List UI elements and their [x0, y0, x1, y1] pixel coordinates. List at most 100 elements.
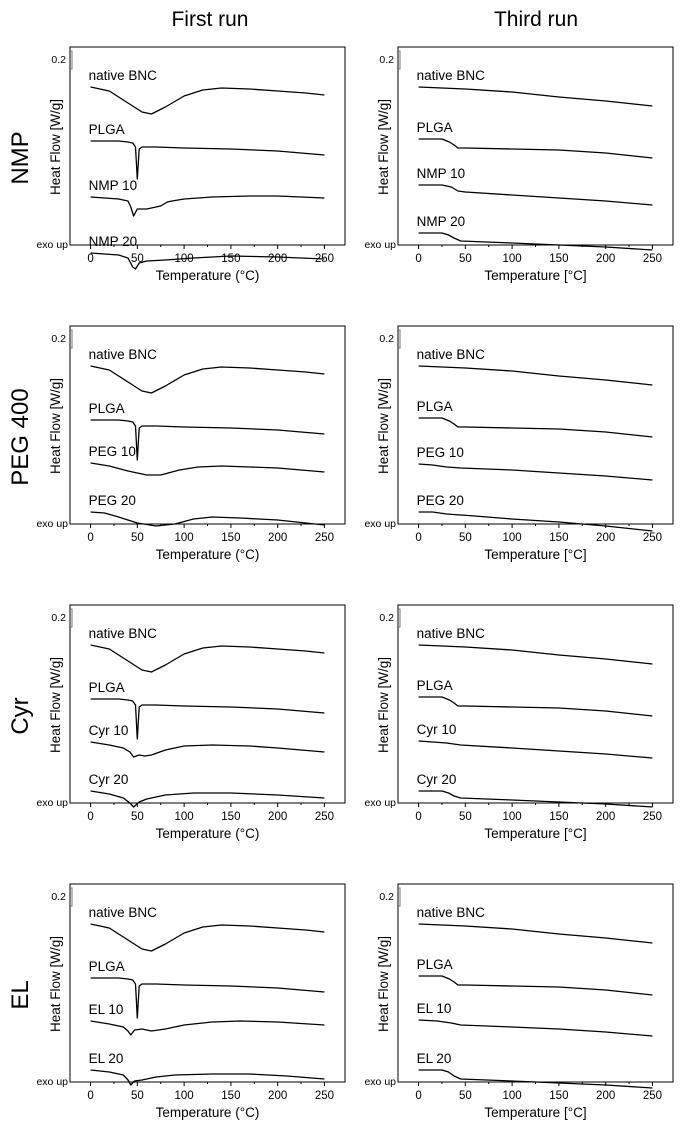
- x-tick-label: 200: [268, 1090, 287, 1102]
- x-tick-label: 200: [596, 811, 615, 823]
- row-label-cyr: Cyr: [7, 697, 34, 734]
- x-tick-label: 100: [503, 532, 522, 544]
- curve-plga: [90, 977, 325, 1019]
- curve-label-cyr-10: Cyr 10: [417, 722, 457, 737]
- scale-bar-label: 0.2: [51, 891, 66, 903]
- x-tick-label: 150: [549, 811, 568, 823]
- x-tick-label: 50: [459, 1090, 472, 1102]
- scale-bar: [397, 608, 401, 628]
- curve-label-plga: PLGA: [89, 680, 125, 695]
- curve-native-bnc: [90, 365, 325, 394]
- curve-native-bnc: [418, 86, 653, 107]
- scale-bar: [397, 50, 401, 70]
- exo-up-label: exo up: [364, 797, 396, 809]
- y-axis-title: Heat Flow [W/g]: [376, 99, 391, 195]
- curve-el-20: [90, 1069, 325, 1086]
- curve-label-native-bnc: native BNC: [89, 347, 158, 362]
- scale-bar: [69, 329, 73, 349]
- x-tick-label: 150: [549, 253, 568, 265]
- exo-up-label: exo up: [36, 518, 68, 530]
- exo-up-label: exo up: [364, 518, 396, 530]
- panel-cyr-first-run: 0 50 100 150 200 250 Temperature (°C) Heat Flow…: [36, 604, 346, 841]
- x-tick-label: 250: [315, 811, 334, 823]
- curve-label-nmp-10: NMP 10: [417, 166, 466, 181]
- exo-up-label: exo up: [36, 1076, 68, 1088]
- curve-native-bnc: [418, 644, 653, 665]
- x-tick-label: 200: [596, 1090, 615, 1102]
- column-title-first-run: First run: [171, 8, 248, 31]
- x-tick-label: 100: [175, 1090, 194, 1102]
- x-tick-label: 100: [503, 1090, 522, 1102]
- curve-el-10: [90, 1020, 325, 1036]
- x-axis-title: Temperature (°C): [156, 547, 260, 562]
- x-tick-label: 250: [643, 253, 662, 265]
- x-axis-title: Temperature [°C]: [484, 268, 586, 283]
- panel-peg-400-first-run: 0 50 100 150 200 250 Temperature (°C) Heat Flow…: [36, 325, 346, 562]
- x-tick-label: 50: [131, 811, 144, 823]
- x-tick-label: 200: [268, 532, 287, 544]
- x-tick-label: 200: [268, 811, 287, 823]
- x-tick-label: 150: [221, 253, 240, 265]
- x-tick-label: 250: [643, 811, 662, 823]
- x-tick-label: 50: [131, 1090, 144, 1102]
- scale-bar-label: 0.2: [51, 54, 66, 66]
- curve-label-nmp-20: NMP 20: [417, 214, 466, 229]
- scale-bar-label: 0.2: [379, 891, 394, 903]
- panel-el-third-run: 0 50 100 150 200 250 Temperature [°C] Heat Flow…: [364, 883, 674, 1120]
- curve-peg-10: [90, 462, 325, 476]
- curve-cyr-10: [418, 740, 653, 759]
- x-tick-label: 0: [87, 1090, 93, 1102]
- panels: 0 50 100 150 200 250 Temperature (°C) Heat Flow…: [36, 46, 674, 1120]
- curve-plga: [418, 417, 653, 438]
- scale-bar-label: 0.2: [379, 612, 394, 624]
- curve-nmp-10: [90, 195, 325, 217]
- curve-el-10: [418, 1019, 653, 1037]
- y-axis-title: Heat Flow [W/g]: [48, 99, 63, 195]
- curve-label-el-10: EL 10: [417, 1001, 452, 1016]
- curve-label-plga: PLGA: [89, 959, 125, 974]
- x-tick-label: 100: [175, 811, 194, 823]
- curve-label-native-bnc: native BNC: [89, 68, 158, 83]
- x-tick-label: 200: [596, 253, 615, 265]
- scale-bar-label: 0.2: [51, 333, 66, 345]
- curve-label-peg-10: PEG 10: [417, 445, 464, 460]
- row-label-peg-400: PEG 400: [7, 388, 34, 485]
- exo-up-label: exo up: [36, 797, 68, 809]
- x-tick-label: 0: [415, 1090, 421, 1102]
- panel-nmp-third-run: 0 50 100 150 200 250 Temperature [°C] Heat Flow…: [364, 46, 674, 283]
- curve-cyr-10: [90, 741, 325, 758]
- panel-el-first-run: 0 50 100 150 200 250 Temperature (°C) Heat Flow…: [36, 883, 346, 1120]
- y-axis-title: Heat Flow [W/g]: [376, 657, 391, 753]
- x-tick-label: 50: [131, 532, 144, 544]
- scale-bar-label: 0.2: [51, 612, 66, 624]
- x-axis-title: Temperature (°C): [156, 268, 260, 283]
- curve-nmp-10: [418, 184, 653, 206]
- curve-label-native-bnc: native BNC: [417, 68, 486, 83]
- exo-up-label: exo up: [364, 239, 396, 251]
- curve-plga: [90, 698, 325, 740]
- scale-bar: [69, 608, 73, 628]
- curve-label-el-20: EL 20: [417, 1051, 452, 1066]
- curve-label-cyr-20: Cyr 20: [417, 772, 457, 787]
- scale-bar-label: 0.2: [379, 54, 394, 66]
- x-tick-label: 150: [549, 1090, 568, 1102]
- x-tick-label: 150: [221, 811, 240, 823]
- curve-native-bnc: [90, 86, 325, 115]
- x-tick-label: 250: [315, 532, 334, 544]
- curve-peg-20: [90, 511, 325, 527]
- scale-bar: [69, 887, 73, 907]
- x-axis-title: Temperature (°C): [156, 1105, 260, 1120]
- panel-cyr-third-run: 0 50 100 150 200 250 Temperature [°C] Heat Flow…: [364, 604, 674, 841]
- curve-label-native-bnc: native BNC: [89, 905, 158, 920]
- curve-label-peg-10: PEG 10: [89, 444, 136, 459]
- y-axis-title: Heat Flow [W/g]: [376, 378, 391, 474]
- y-axis-title: Heat Flow [W/g]: [48, 378, 63, 474]
- x-tick-label: 150: [221, 532, 240, 544]
- curve-label-plga: PLGA: [417, 120, 453, 135]
- x-axis-title: Temperature [°C]: [484, 826, 586, 841]
- curve-plga: [418, 975, 653, 996]
- curve-peg-10: [418, 463, 653, 481]
- curve-label-cyr-10: Cyr 10: [89, 723, 129, 738]
